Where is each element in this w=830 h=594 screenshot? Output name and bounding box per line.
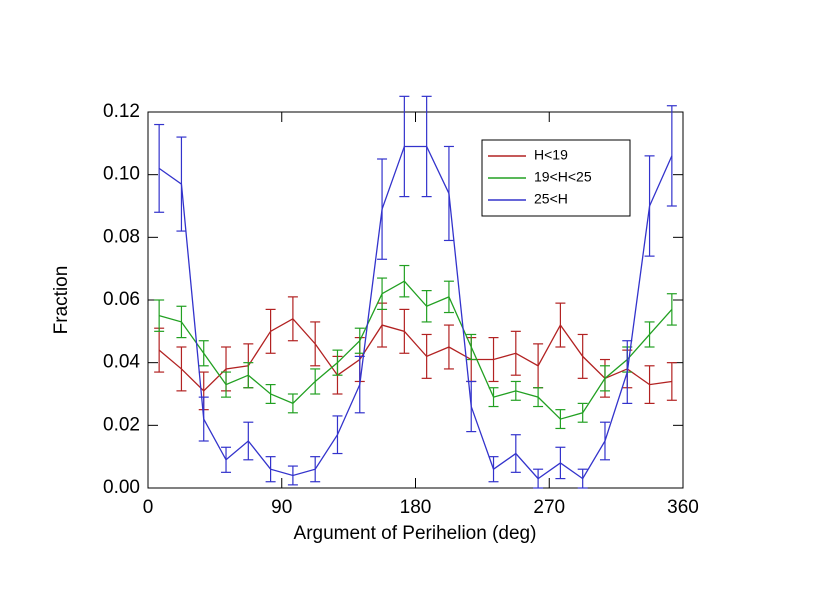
- error-bar: [466, 333, 477, 361]
- error-bar: [332, 415, 343, 455]
- y-tick-label: 0.04: [103, 352, 140, 373]
- x-tick-label: 90: [271, 497, 292, 518]
- error-bar: [622, 340, 633, 404]
- error-bar: [198, 340, 209, 367]
- error-bar: [265, 384, 276, 404]
- error-bar: [443, 280, 454, 314]
- error-bar: [287, 393, 298, 414]
- error-bar: [466, 380, 477, 433]
- error-bar: [644, 155, 655, 257]
- series-line: [158, 145, 673, 480]
- error-bar: [666, 362, 677, 401]
- error-bar: [666, 105, 677, 207]
- y-tick-label: 0.06: [103, 289, 140, 310]
- error-bar: [533, 468, 544, 489]
- series: [158, 145, 673, 480]
- error-bar: [154, 123, 165, 213]
- error-bar: [377, 277, 388, 310]
- error-bar: [310, 456, 321, 483]
- error-bar: [265, 456, 276, 483]
- error-bar: [488, 387, 499, 408]
- error-bar: [510, 330, 521, 376]
- legend-label: 19<H<25: [534, 169, 592, 185]
- y-tick-label: 0.08: [103, 226, 140, 247]
- error-bar: [510, 380, 521, 401]
- error-bar: [287, 296, 298, 342]
- error-bar: [176, 346, 187, 392]
- x-tick-label: 0: [143, 497, 154, 518]
- error-bar: [198, 396, 209, 442]
- error-bar: [377, 158, 388, 260]
- y-tick-label: 0.00: [103, 477, 140, 498]
- legend-label: H<19: [534, 147, 568, 163]
- error-bar: [287, 465, 298, 486]
- error-bar: [310, 368, 321, 395]
- error-bar: [399, 308, 410, 354]
- error-bar: [154, 299, 165, 332]
- error-bar: [176, 305, 187, 339]
- x-axis-label: Argument of Perihelion (deg): [294, 523, 537, 544]
- error-bar: [577, 402, 588, 423]
- error-bar: [154, 327, 165, 373]
- error-bar: [399, 264, 410, 298]
- error-bar: [421, 290, 432, 323]
- error-bar: [644, 365, 655, 404]
- x-tick-label: 270: [533, 497, 565, 518]
- error-bar: [243, 362, 254, 389]
- error-bar: [243, 421, 254, 461]
- error-bar: [533, 387, 544, 408]
- error-bar: [555, 302, 566, 348]
- error-bar: [644, 321, 655, 348]
- error-bar: [510, 434, 521, 473]
- error-bar: [176, 136, 187, 232]
- error-bar: [488, 456, 499, 483]
- x-tick-label: 360: [667, 497, 699, 518]
- error-bar: [555, 446, 566, 480]
- series: [158, 317, 672, 392]
- error-bar: [221, 446, 232, 473]
- series: [158, 280, 673, 420]
- error-bar: [221, 371, 232, 398]
- error-bar: [599, 421, 610, 461]
- error-bar: [555, 409, 566, 430]
- error-bar: [354, 355, 365, 414]
- error-bar: [599, 365, 610, 392]
- error-bar: [421, 333, 432, 379]
- legend-label: 25<H: [534, 191, 568, 207]
- error-bar: [533, 343, 544, 389]
- error-bar: [399, 95, 410, 198]
- y-tick-label: 0.10: [103, 164, 140, 185]
- error-bar: [443, 324, 454, 370]
- error-bar: [577, 333, 588, 379]
- y-axis-label: Fraction: [51, 266, 72, 335]
- y-tick-label: 0.12: [103, 101, 140, 122]
- error-bar: [421, 95, 432, 198]
- series-line: [158, 317, 672, 392]
- error-bar: [666, 293, 677, 326]
- error-bar: [310, 321, 321, 367]
- series-line: [158, 280, 673, 420]
- x-tick-label: 180: [400, 497, 432, 518]
- error-bar: [488, 337, 499, 383]
- y-tick-label: 0.02: [103, 414, 140, 435]
- error-bar: [577, 468, 588, 489]
- error-bar: [332, 349, 343, 376]
- error-bar: [265, 308, 276, 354]
- error-bar: [443, 145, 454, 242]
